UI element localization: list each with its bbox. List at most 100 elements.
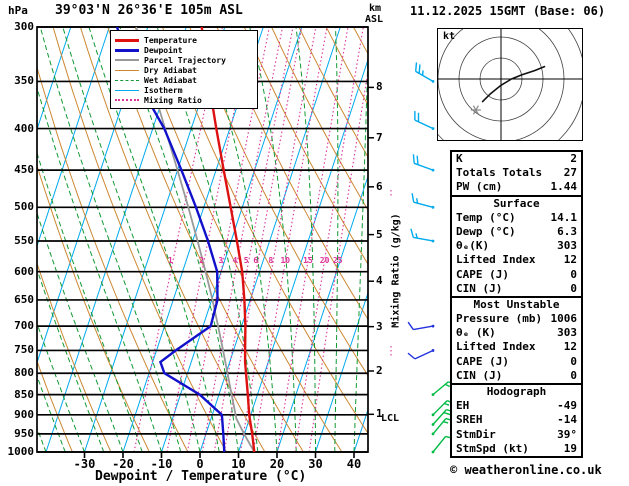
altitude-axis-unit-km: km — [369, 3, 382, 14]
indices-value: 1.44 — [550, 180, 578, 194]
indices-row: CIN (J) 0 — [452, 282, 581, 296]
indices-value: 0 — [570, 354, 577, 368]
indices-row: Dewp (°C) 6.3 — [452, 225, 581, 239]
indices-value: 27 — [563, 166, 577, 180]
indices-label: SREH — [456, 413, 483, 427]
indices-label: θₑ (K) — [456, 326, 496, 340]
legend-item: Dewpoint — [115, 45, 254, 55]
legend-item: Dry Adiabat — [115, 65, 254, 75]
altitude-axis-unit-asl: ASL — [365, 14, 384, 25]
legend-label: Wet Adiabat — [144, 75, 197, 85]
pressure-axis-unit: hPa — [8, 4, 28, 17]
indices-table: K 2 Totals Totals 27 PW (cm) 1.44 Surface Temp … — [450, 150, 583, 458]
indices-label: CAPE (J) — [456, 354, 509, 368]
indices-value: 303 — [557, 326, 577, 340]
storm-motion-marker — [472, 105, 479, 115]
indices-value: 303 — [557, 239, 577, 253]
legend-line-sample — [115, 69, 139, 71]
indices-row: EH -49 — [452, 399, 581, 413]
wind-barb — [410, 228, 435, 243]
hodograph-trace — [481, 65, 546, 103]
legend-line-sample — [115, 38, 139, 42]
legend-item: Wet Adiabat — [115, 75, 254, 85]
wind-barb — [407, 321, 435, 331]
wind-barb — [414, 111, 435, 130]
indices-label: Lifted Index — [456, 253, 536, 267]
indices-section: Most Unstable Pressure (mb) 1006 θₑ (K) 303 L… — [452, 295, 581, 383]
indices-label: EH — [456, 399, 470, 413]
indices-value: 0 — [570, 281, 577, 295]
indices-value: 2 — [570, 152, 577, 165]
chart-datetime: 11.12.2025 15GMT (Base: 06) — [410, 4, 606, 18]
indices-value: -49 — [557, 399, 577, 413]
legend-line-sample — [115, 59, 139, 61]
indices-label: Dewp (°C) — [456, 224, 516, 238]
indices-value: -14 — [557, 413, 577, 427]
indices-row: StmSpd (kt) 19 — [452, 442, 581, 456]
legend-line-sample — [115, 48, 139, 52]
legend-line-sample — [115, 79, 139, 81]
indices-label: Pressure (mb) — [456, 312, 543, 326]
indices-label: PW (cm) — [456, 180, 503, 194]
indices-row: Lifted Index 12 — [452, 253, 581, 267]
hodograph-ring — [438, 29, 582, 140]
legend-line-sample — [115, 89, 139, 91]
indices-label: Temp (°C) — [456, 210, 516, 224]
indices-section: Hodograph EH -49 SREH -14 StmDir 39° StmSpd (kt… — [452, 383, 581, 456]
indices-label: CAPE (J) — [456, 267, 509, 281]
indices-value: 12 — [563, 253, 577, 267]
indices-label: Lifted Index — [456, 340, 536, 354]
legend-label: Mixing Ratio — [144, 95, 202, 105]
indices-value: 14.1 — [550, 210, 578, 224]
indices-row: SREH -14 — [452, 413, 581, 427]
indices-section-title: Hodograph — [486, 385, 547, 398]
indices-row: StmDir 39° — [452, 428, 581, 442]
legend-item: Isotherm — [115, 85, 254, 95]
mixing-ratio-axis-label: Mixing Ratio (g/kg) — [389, 195, 403, 346]
wind-barb — [411, 193, 435, 209]
indices-label: Totals Totals — [456, 166, 543, 180]
indices-label: CIN (J) — [456, 368, 503, 382]
legend: Temperature Dewpoint Parcel Trajectory Dry … — [110, 30, 258, 109]
indices-label: θₑ(K) — [456, 239, 490, 253]
indices-value: 6.3 — [557, 224, 577, 238]
indices-value: 19 — [563, 441, 577, 455]
indices-row: CIN (J) 0 — [452, 369, 581, 383]
temperature-line — [200, 27, 256, 452]
temperature-axis-title: Dewpoint / Temperature (°C) — [95, 469, 307, 484]
indices-row: Temp (°C) 14.1 — [452, 211, 581, 225]
indices-value: 12 — [563, 340, 577, 354]
indices-row: CAPE (J) 0 — [452, 268, 581, 282]
legend-item: Parcel Trajectory — [115, 55, 254, 65]
indices-row: Totals Totals 27 — [452, 166, 581, 180]
indices-section: Surface Temp (°C) 14.1 Dewp (°C) 6.3 θₑ(K) 303… — [452, 194, 581, 296]
hodograph-chart — [437, 28, 583, 141]
wind-barb — [407, 349, 435, 360]
indices-row: Lifted Index 12 — [452, 340, 581, 354]
indices-label: K — [456, 152, 463, 165]
indices-row: θₑ (K) 303 — [452, 326, 581, 340]
legend-label: Isotherm — [144, 85, 183, 95]
indices-value: 0 — [570, 368, 577, 382]
indices-row: θₑ(K) 303 — [452, 239, 581, 253]
indices-row: CAPE (J) 0 — [452, 355, 581, 369]
legend-item: Temperature — [115, 35, 254, 45]
legend-label: Parcel Trajectory — [144, 55, 226, 65]
indices-value: 0 — [570, 267, 577, 281]
wind-barb — [412, 154, 435, 172]
indices-label: StmSpd (kt) — [456, 441, 529, 455]
wind-barb — [414, 62, 435, 83]
legend-label: Dewpoint — [144, 45, 183, 55]
indices-label: StmDir — [456, 427, 496, 441]
indices-value: 39° — [557, 427, 577, 441]
indices-section-title: Surface — [493, 196, 540, 210]
indices-label: CIN (J) — [456, 281, 503, 295]
legend-item: Mixing Ratio — [115, 95, 254, 105]
legend-label: Dry Adiabat — [144, 65, 197, 75]
hodograph-unit-label: kt — [443, 31, 456, 42]
indices-section-title: Most Unstable — [473, 297, 560, 311]
indices-row: PW (cm) 1.44 — [452, 180, 581, 194]
